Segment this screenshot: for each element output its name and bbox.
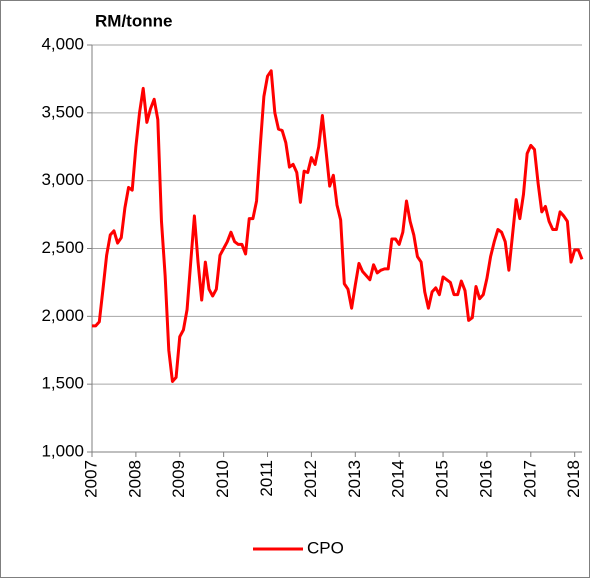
x-tick-label: 2014 [389,460,408,498]
y-tick-label: 2,500 [41,238,84,257]
x-tick-label: 2015 [433,460,452,498]
legend-label: CPO [307,538,344,557]
y-tick-label: 3,000 [41,170,84,189]
data-line [92,69,584,383]
x-tick-label: 2017 [520,460,539,498]
x-tick-label: 2010 [213,460,232,498]
x-tick-label: 2012 [301,460,320,498]
x-tick-label: 2007 [81,460,100,498]
y-tick-label: 1,500 [41,374,84,393]
x-tick-label: 2011 [257,460,276,497]
y-tick-label: 1,000 [41,441,84,460]
y-tick-label: 4,000 [41,34,84,53]
x-tick-label: 2008 [125,460,144,498]
x-tick-label: 2013 [345,460,364,498]
y-tick-label: 3,500 [41,102,84,121]
x-tick-label: 2018 [564,460,583,498]
y-tick-label: 2,000 [41,306,84,325]
y-axis-title: RM/tonne [95,11,172,30]
x-tick-label: 2009 [169,460,188,498]
x-tick-label: 2016 [476,460,495,498]
